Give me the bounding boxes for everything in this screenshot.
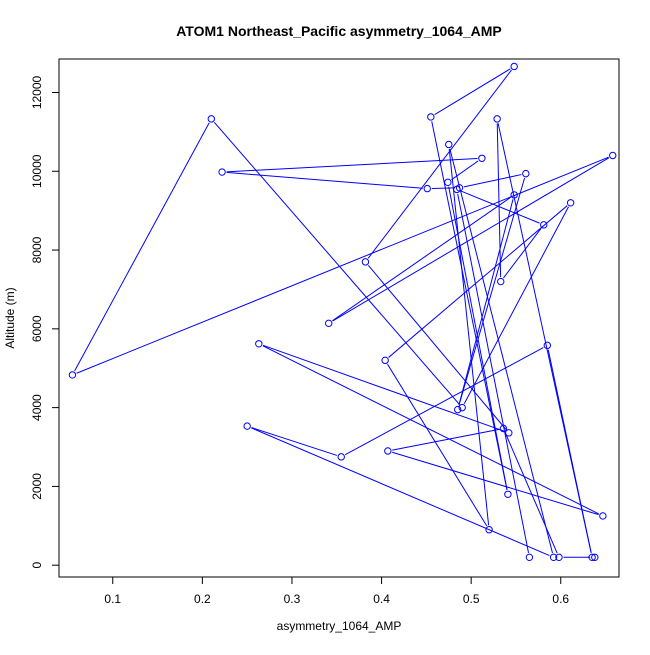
series-segment [76, 156, 609, 374]
data-point [445, 140, 453, 149]
data-point [591, 553, 599, 562]
data-point [423, 184, 431, 193]
data-point [504, 490, 512, 498]
data-point [68, 371, 77, 379]
series-segment [392, 428, 500, 451]
data-point [255, 340, 263, 348]
y-tick-label: 2000 [30, 473, 44, 500]
data-point [493, 115, 501, 123]
series-segment [449, 148, 553, 554]
x-tick-label: 0.6 [552, 592, 569, 606]
series-segment [497, 123, 592, 554]
series-segment [457, 193, 530, 553]
y-axis: 0 2000 4000 6000 8000 10000 12000 [30, 75, 60, 569]
series-segment [451, 160, 479, 181]
data-point [566, 199, 575, 207]
series-segment [458, 199, 514, 406]
series-segment [332, 197, 511, 322]
series-segment [344, 347, 544, 456]
data-point [444, 178, 452, 186]
data-point [525, 553, 534, 562]
data-point [497, 277, 505, 286]
y-tick-label: 12000 [30, 75, 44, 109]
series-points [68, 62, 617, 562]
series-segment [391, 451, 599, 516]
y-tick-label: 0 [30, 562, 44, 569]
y-tick-label: 6000 [30, 315, 44, 342]
data-point [454, 405, 462, 414]
data-point [522, 169, 530, 178]
y-axis-label: Altitude (m) [3, 287, 17, 348]
series-segment [504, 432, 558, 554]
y-tick-label: 4000 [30, 394, 44, 421]
series-segment [332, 157, 610, 322]
series-segment [431, 187, 456, 189]
series-segment [463, 174, 522, 188]
series-lines [74, 68, 610, 558]
y-tick-label: 8000 [30, 236, 44, 263]
data-point [384, 447, 392, 455]
data-point [499, 424, 508, 433]
series-segment [448, 148, 490, 526]
series-segment [503, 228, 542, 279]
data-point [510, 62, 518, 71]
series-segment [262, 344, 505, 432]
series-segment [367, 264, 507, 430]
data-point [324, 319, 333, 328]
data-point [453, 185, 461, 194]
x-tick-label: 0.2 [194, 592, 211, 606]
series-segment [463, 206, 569, 404]
data-point [458, 403, 466, 412]
data-point [207, 115, 216, 123]
data-point [361, 258, 370, 266]
data-point [485, 526, 493, 534]
series-segment [460, 190, 540, 224]
series-segment [226, 171, 423, 189]
data-point [540, 221, 548, 229]
series-segment [458, 177, 526, 406]
x-tick-label: 0.3 [284, 592, 301, 606]
data-point [337, 453, 345, 461]
x-tick-label: 0.4 [373, 592, 390, 606]
data-point [505, 429, 513, 437]
data-point [427, 113, 435, 121]
series-segment [262, 345, 600, 515]
x-axis: 0.1 0.2 0.3 0.4 0.5 0.6 [104, 576, 569, 606]
data-point [478, 154, 486, 162]
series-segment [496, 123, 502, 278]
data-point [609, 151, 617, 160]
data-point [549, 553, 558, 562]
data-point [599, 512, 607, 520]
series-segment [74, 122, 210, 372]
data-point [381, 356, 389, 365]
x-tick-label: 0.1 [104, 592, 121, 606]
series-segment [213, 121, 460, 405]
chart-title: ATOM1 Northeast_Pacific asymmetry_1064_A… [176, 23, 502, 39]
data-point [218, 168, 226, 176]
x-tick-label: 0.5 [463, 592, 480, 606]
data-point [510, 191, 518, 199]
series-segment [434, 68, 511, 116]
x-axis-label: asymmetry_1064_AMP [277, 619, 402, 633]
series-segment [226, 158, 478, 173]
series-segment [251, 427, 550, 556]
y-tick-label: 10000 [30, 154, 44, 188]
series-segment [367, 69, 512, 259]
series-segment [251, 427, 338, 456]
data-point [243, 422, 251, 430]
data-point [543, 341, 552, 350]
data-point [588, 553, 596, 562]
series-segment [388, 205, 568, 358]
series-segment [387, 363, 488, 527]
data-point [555, 553, 563, 562]
